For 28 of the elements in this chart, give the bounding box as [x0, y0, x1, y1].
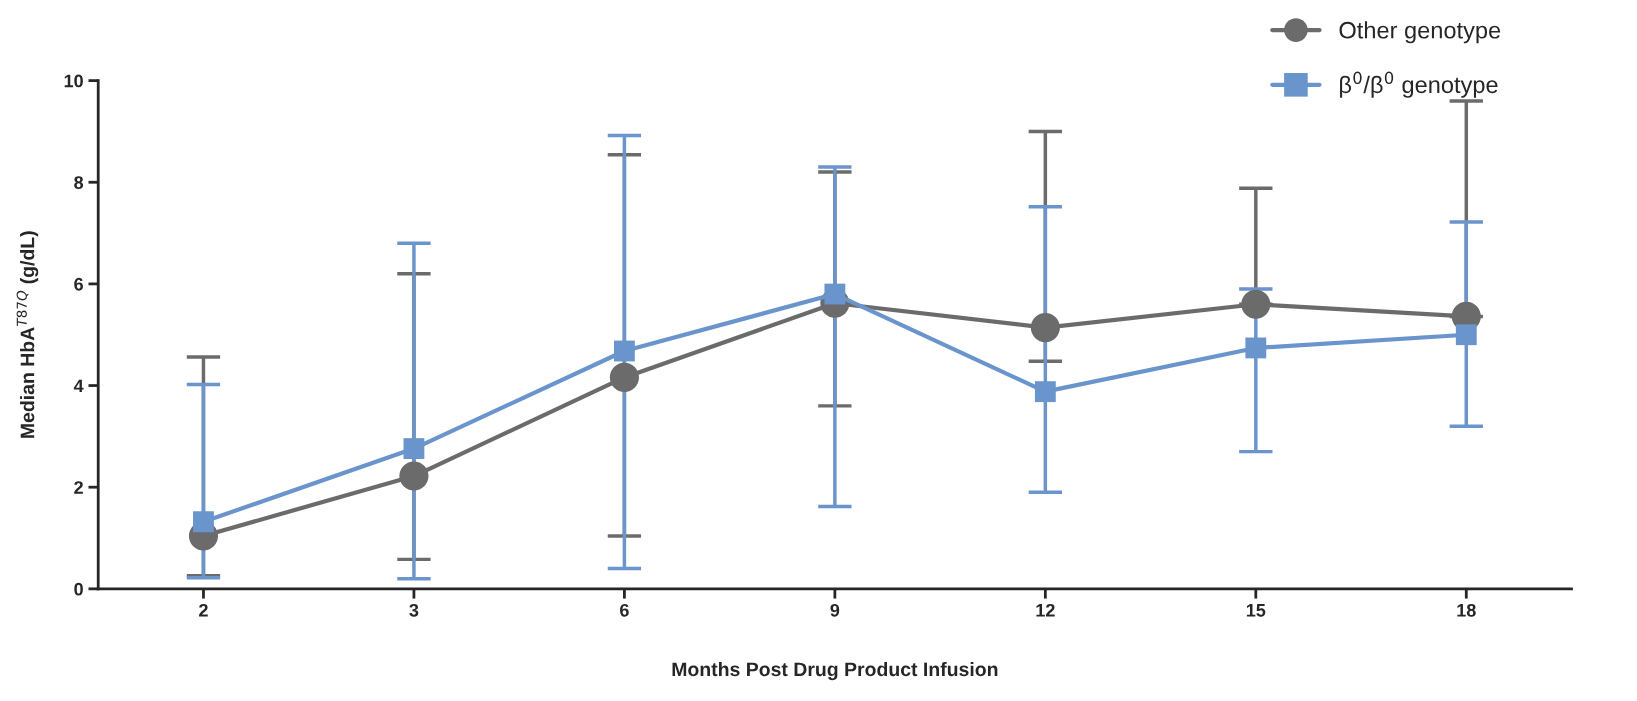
- legend-label: Other genotype: [1339, 21, 1501, 44]
- y-tick-label: 8: [74, 176, 84, 189]
- x-tick-label: 6: [620, 603, 629, 617]
- point: [193, 511, 214, 533]
- x-axis-title: Months Post Drug Product Infusion: [672, 661, 998, 681]
- point: [1241, 289, 1271, 319]
- x-tick-label: 3: [409, 603, 419, 617]
- x-tick-label: 2: [199, 603, 208, 617]
- x-tick-label: 9: [830, 603, 840, 617]
- point: [399, 461, 429, 491]
- point: [403, 438, 425, 459]
- y-tick-label: 2: [74, 481, 83, 494]
- y-tick-label: 4: [73, 379, 84, 393]
- point: [1030, 313, 1060, 343]
- point: [1245, 337, 1267, 359]
- legend-label: β$^{0}$/β$^{0}$ genotype: [1340, 71, 1498, 98]
- y-tick-label: 6: [74, 277, 83, 291]
- x-tick-label: 18: [1457, 603, 1476, 617]
- x-tick-label: 15: [1246, 604, 1266, 617]
- point: [824, 283, 846, 305]
- y-axis-title: Median HbA$^{T87Q}$ (g/dL): [16, 231, 39, 438]
- x-tick-label: 12: [1036, 603, 1055, 617]
- y-tick-label: 0: [74, 582, 83, 596]
- point: [609, 362, 639, 392]
- y-tick-label: 10: [64, 74, 83, 88]
- point: [1034, 381, 1056, 403]
- point: [1455, 324, 1477, 346]
- point: [613, 340, 635, 362]
